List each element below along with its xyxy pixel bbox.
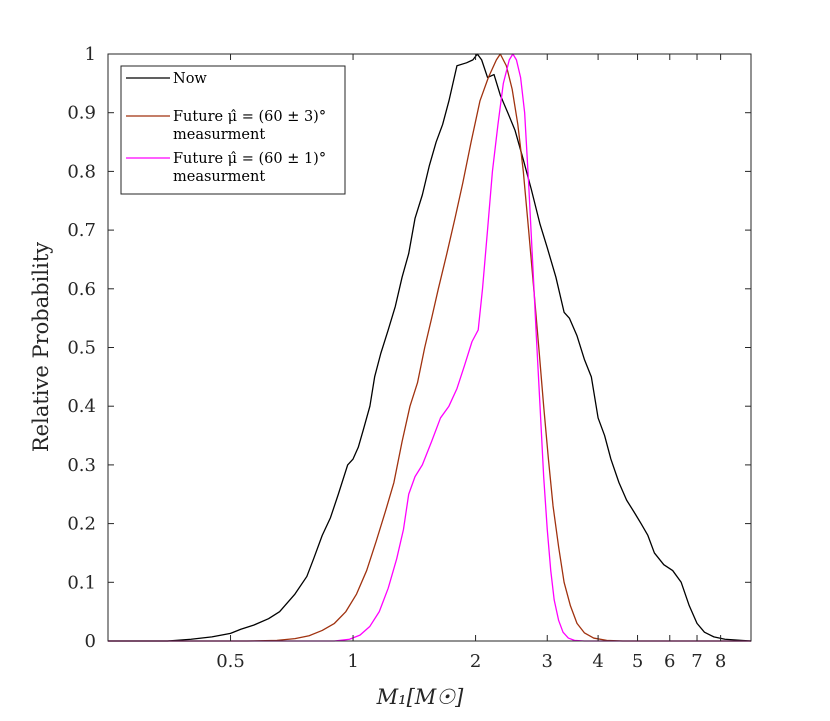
legend: Now Future μ̂ = (60 ± 3)° measurment Future… xyxy=(120,65,346,195)
x-tick-label-2: 2 xyxy=(470,651,481,672)
legend-label-1-0: Future μ̂ = (60 ± 3)° xyxy=(173,109,326,125)
legend-label-1-1: measurment xyxy=(173,127,265,143)
y-axis-label: Relative Probability xyxy=(29,242,53,452)
y-tick-label-1: 0.1 xyxy=(67,572,96,593)
y-tick-label-0: 0 xyxy=(85,631,96,652)
y-tick-label-4: 0.4 xyxy=(67,396,96,417)
y-tick-label-7: 0.7 xyxy=(67,220,96,241)
x-tick-label-8: 8 xyxy=(715,651,726,672)
legend-box xyxy=(120,65,346,195)
labels-layer: M₁[M☉] Relative Probability xyxy=(29,242,464,709)
y-tick-label-10: 1 xyxy=(85,44,96,65)
y-tick-label-2: 0.2 xyxy=(67,514,96,535)
x-axis-label: M₁[M☉] xyxy=(376,685,464,709)
x-tick-label-4: 4 xyxy=(592,651,603,672)
legend-label-2-1: measurment xyxy=(173,169,265,185)
x-tick-label-1: 1 xyxy=(347,651,358,672)
y-tick-label-6: 0.6 xyxy=(67,279,96,300)
series-line-2 xyxy=(108,53,751,642)
x-tick-label-0: 0.5 xyxy=(216,651,245,672)
y-tick-label-5: 0.5 xyxy=(67,338,96,359)
x-tick-label-5: 5 xyxy=(632,651,643,672)
y-tick-label-3: 0.3 xyxy=(67,455,96,476)
x-tick-label-7: 7 xyxy=(691,651,702,672)
legend-label-2-0: Future μ̂ = (60 ± 1)° xyxy=(173,151,326,167)
y-tick-label-9: 0.9 xyxy=(67,103,96,124)
ticks-layer: 0.5 1 2 3 4 5 6 7 8 0 0.1 0.2 0.3 0.4 0.5 0.6 0.7 0.8 0.9 1 xyxy=(67,44,751,672)
series-line-1 xyxy=(108,53,751,642)
legend-label-0-0: Now xyxy=(173,71,207,87)
y-tick-label-8: 0.8 xyxy=(67,161,96,182)
x-tick-label-6: 6 xyxy=(664,651,675,672)
x-tick-label-3: 3 xyxy=(542,651,553,672)
